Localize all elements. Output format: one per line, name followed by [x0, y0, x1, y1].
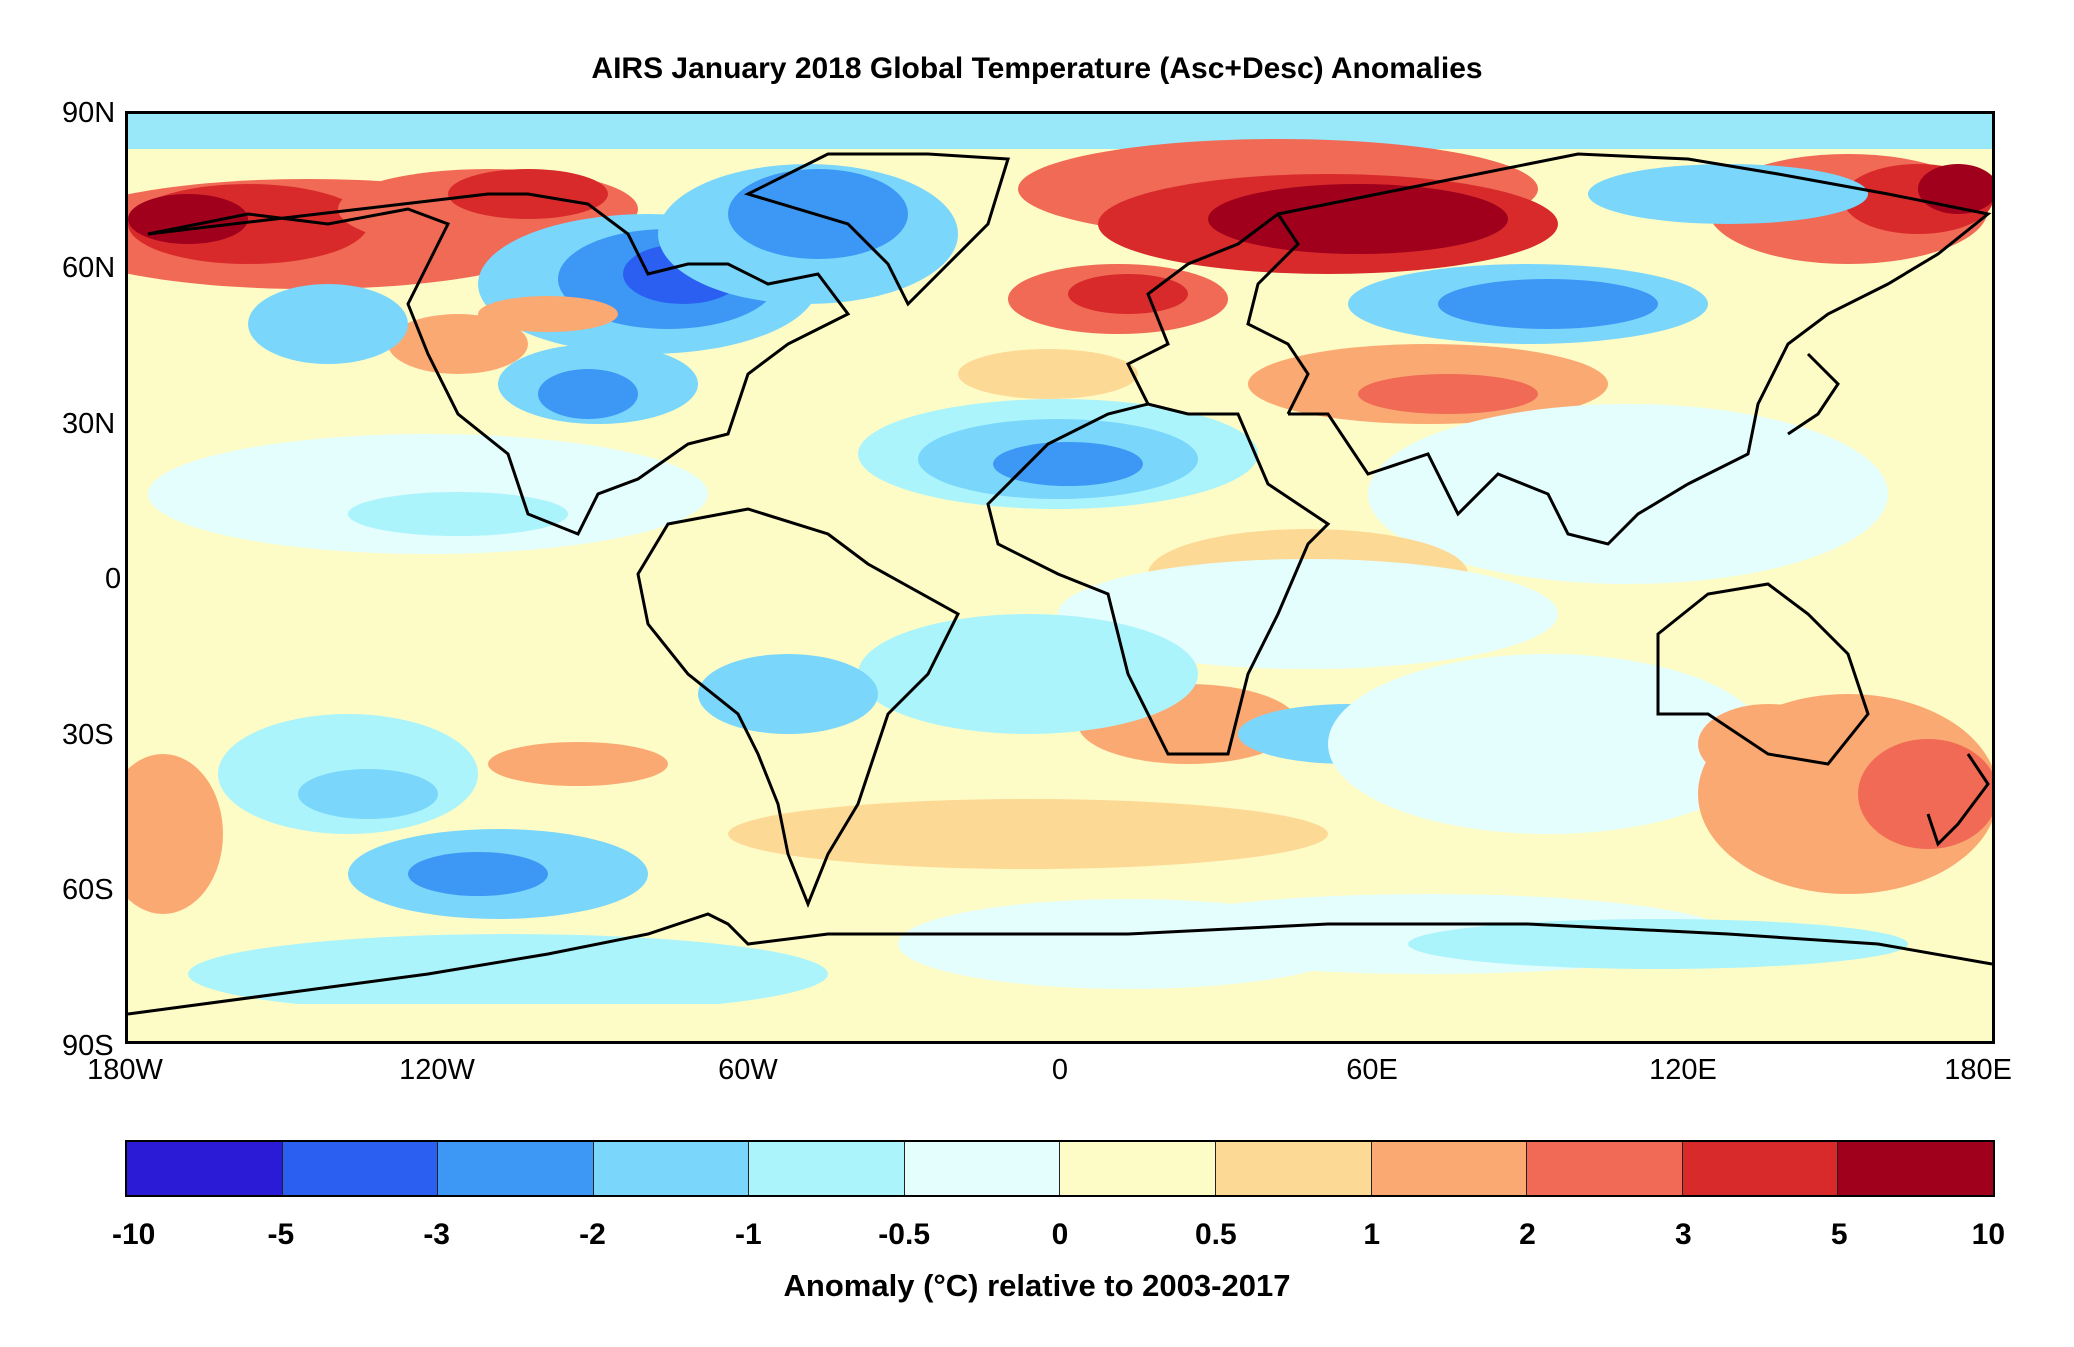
lon-label-120w: 120W [399, 1054, 475, 1086]
colorbar-segment [1060, 1142, 1217, 1195]
anomaly-region [958, 349, 1138, 399]
colorbar-tick-label: 0.5 [1194, 1218, 1237, 1251]
colorbar-tick-label: 1 [1363, 1218, 1380, 1251]
lon-label-60e: 60E [1346, 1054, 1398, 1086]
anomaly-region [128, 754, 223, 914]
colorbar-tick-label: -10 [111, 1218, 156, 1251]
colorbar-segment [1371, 1142, 1528, 1195]
coast-antarctica [128, 912, 1992, 1016]
anomaly-region [1588, 164, 1868, 224]
anomaly-region [488, 742, 668, 786]
anomaly-region [388, 314, 528, 374]
lon-label-120e: 120E [1649, 1054, 1717, 1086]
lat-label-90n: 90N [62, 97, 116, 129]
colorbar-tick-label: -1 [734, 1218, 762, 1251]
colorbar-tick-label: -5 [267, 1218, 295, 1251]
colorbar-segment [282, 1142, 439, 1195]
colorbar-segment [1527, 1142, 1683, 1195]
colorbar-segment [1216, 1142, 1372, 1195]
anomaly-region [1698, 704, 1838, 784]
chart-title: AIRS January 2018 Global Temperature (As… [591, 52, 1483, 85]
lat-label-30n: 30N [62, 408, 116, 440]
lat-label-30s: 30S [62, 719, 114, 751]
coast-asia [1277, 152, 1992, 546]
coast-greenland [743, 152, 1010, 307]
anomaly-region [128, 114, 1992, 149]
colorbar-tick-label: 2 [1519, 1218, 1536, 1251]
colorbar-segment [593, 1142, 750, 1195]
colorbar-tick-label: 5 [1830, 1218, 1848, 1251]
colorbar-tick-label: -3 [423, 1218, 450, 1251]
anomaly-region [993, 442, 1143, 486]
colorbar-tick-label: 0 [1051, 1218, 1069, 1251]
coast-north-america [147, 192, 851, 536]
anomaly-region [1918, 164, 1992, 214]
anomaly-region [128, 114, 1992, 149]
colorbar-caption: Anomaly (°C) relative to 2003-2017 [783, 1268, 1291, 1303]
anomaly-map [128, 114, 1992, 1041]
anomaly-region [728, 799, 1328, 869]
colorbar-tick-label: 3 [1674, 1218, 1692, 1251]
colorbar-segment [904, 1142, 1061, 1195]
anomaly-region [408, 852, 548, 896]
anomaly-region [478, 296, 618, 332]
colorbar-segment [438, 1142, 594, 1195]
anomaly-region [898, 899, 1358, 989]
colorbar-tick-label: -0.5 [878, 1218, 931, 1251]
anomaly-region [298, 769, 438, 819]
coast-australia [1656, 582, 1870, 766]
lon-label-60w: 60W [718, 1054, 778, 1086]
coastlines [128, 152, 1992, 1016]
anomaly-region [858, 614, 1198, 734]
colorbar-tick-label: 10 [1971, 1218, 2006, 1251]
coast-japan [1787, 352, 1840, 436]
lat-label-0: 0 [105, 563, 122, 595]
colorbar [125, 1140, 1995, 1197]
anomaly-region [1438, 279, 1658, 329]
anomaly-region [538, 369, 638, 419]
coast-new-zealand [1926, 753, 1990, 847]
lat-label-60s: 60S [62, 874, 114, 906]
lon-label-180w: 180W [87, 1054, 163, 1086]
lat-label-90s: 90S [62, 1030, 114, 1062]
colorbar-segment [1838, 1142, 1993, 1195]
anomaly-region [1058, 559, 1558, 669]
lat-label-60n: 60N [62, 252, 116, 284]
coast-south-america [636, 507, 960, 909]
anomaly-region [1208, 184, 1508, 254]
colorbar-tick-label: -2 [579, 1218, 606, 1251]
colorbar-segment [749, 1142, 905, 1195]
anomaly-region [1358, 374, 1538, 414]
anomaly-region [188, 934, 828, 1014]
anomaly-region [1068, 274, 1188, 314]
coast-africa [986, 402, 1331, 756]
colorbar-segment [127, 1142, 283, 1195]
anomaly-region [1408, 919, 1908, 969]
anomaly-region [128, 1004, 1992, 1041]
colorbar-segment [1682, 1142, 1839, 1195]
anomaly-region [1858, 739, 1992, 849]
lon-label-0: 0 [1051, 1054, 1069, 1086]
anomaly-region [348, 492, 568, 536]
anomaly-region [698, 654, 878, 734]
anomaly-region [248, 284, 408, 364]
lon-label-180e: 180E [1944, 1054, 2012, 1086]
anomaly-region [1368, 404, 1888, 584]
map-plot-area [125, 111, 1995, 1044]
